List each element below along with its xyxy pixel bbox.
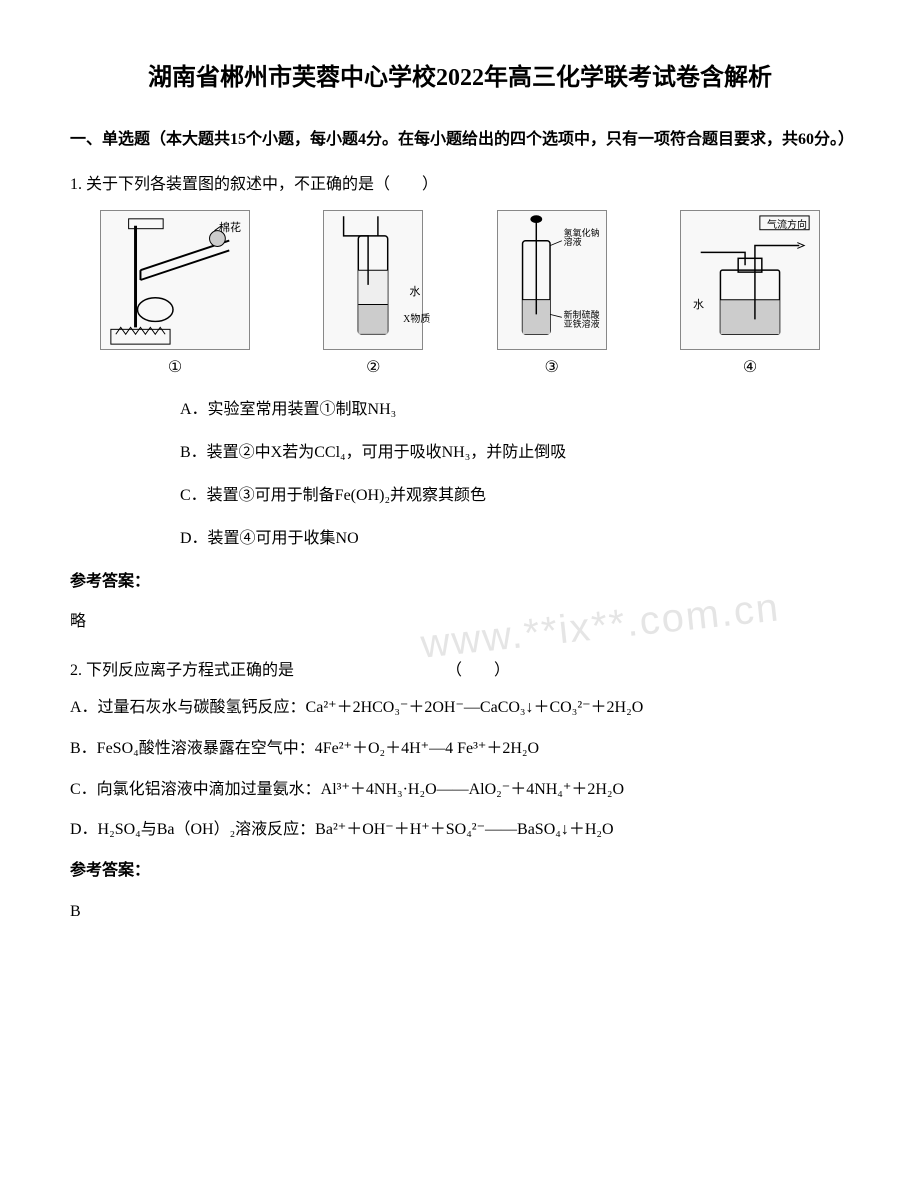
question-1: 1. 关于下列各装置图的叙述中，不正确的是（ ） 棉花 ① — [70, 171, 850, 637]
section-header: 一、单选题（本大题共15个小题，每小题4分。在每小题给出的四个选项中，只有一项符… — [70, 126, 850, 155]
fig-num-2: ② — [366, 354, 380, 383]
q1-option-a: A．实验室常用装置①制取NH₃ — [180, 396, 850, 425]
fig3-feso4-label: 新制硫酸亚铁溶液 — [564, 311, 606, 331]
figure-4-image: 气流方向 水 — [680, 210, 820, 350]
fig3-naoh-label: 氢氧化钠溶液 — [564, 229, 606, 249]
figure-3-image: 氢氧化钠溶液 新制硫酸亚铁溶液 — [497, 210, 607, 350]
q2-option-d: D．H₂SO₄与Ba（OH）₂溶液反应：Ba²⁺＋OH⁻＋H⁺＋SO₄²⁻——B… — [70, 816, 850, 845]
figure-1-image: 棉花 — [100, 210, 250, 350]
exam-title: 湖南省郴州市芙蓉中心学校2022年高三化学联考试卷含解析 — [70, 60, 850, 96]
q1-option-b: B．装置②中X若为CCl₄，可用于吸收NH₃，并防止倒吸 — [180, 439, 850, 468]
q1-answer-label: 参考答案： — [70, 568, 850, 597]
fig-num-3: ③ — [544, 354, 558, 383]
q2-option-a: A．过量石灰水与碳酸氢钙反应：Ca²⁺＋2HCO₃⁻＋2OH⁻—CaCO₃↓＋C… — [70, 694, 850, 723]
q1-option-d: D．装置④可用于收集NO — [180, 525, 850, 554]
fig4-water-label: 水 — [693, 296, 704, 316]
figure-2: 水 X物质 ② — [323, 210, 423, 383]
figure-1: 棉花 ① — [100, 210, 250, 383]
fig2-water-label: 水 — [409, 283, 420, 303]
fig2-x-label: X物质 — [403, 311, 430, 329]
q1-option-c: C．装置③可用于制备Fe(OH)₂并观察其颜色 — [180, 482, 850, 511]
question-2: 2. 下列反应离子方程式正确的是 （ ） A．过量石灰水与碳酸氢钙反应：Ca²⁺… — [70, 657, 850, 927]
figure-3: 氢氧化钠溶液 新制硫酸亚铁溶液 ③ — [497, 210, 607, 383]
figure-2-image: 水 X物质 — [323, 210, 423, 350]
q1-options: A．实验室常用装置①制取NH₃ B．装置②中X若为CCl₄，可用于吸收NH₃，并… — [70, 396, 850, 553]
q2-options: A．过量石灰水与碳酸氢钙反应：Ca²⁺＋2HCO₃⁻＋2OH⁻—CaCO₃↓＋C… — [70, 694, 850, 845]
q1-stem: 1. 关于下列各装置图的叙述中，不正确的是（ ） — [70, 171, 850, 200]
q1-answer: 略 — [70, 608, 850, 637]
q2-option-b: B．FeSO₄酸性溶液暴露在空气中：4Fe²⁺＋O₂＋4H⁺—4 Fe³⁺＋2H… — [70, 735, 850, 764]
q2-stem: 2. 下列反应离子方程式正确的是 （ ） — [70, 657, 850, 686]
q2-option-c: C．向氯化铝溶液中滴加过量氨水：Al³⁺＋4NH₃·H₂O——AlO₂⁻＋4NH… — [70, 776, 850, 805]
figure-4: 气流方向 水 ④ — [680, 210, 820, 383]
q2-answer-label: 参考答案： — [70, 857, 850, 886]
fig1-cotton-label: 棉花 — [219, 219, 241, 239]
q1-figures: 棉花 ① — [70, 210, 850, 383]
fig-num-4: ④ — [743, 354, 757, 383]
fig-num-1: ① — [168, 354, 182, 383]
q2-answer: B — [70, 898, 850, 927]
fig4-flow-label: 气流方向 — [767, 217, 807, 235]
